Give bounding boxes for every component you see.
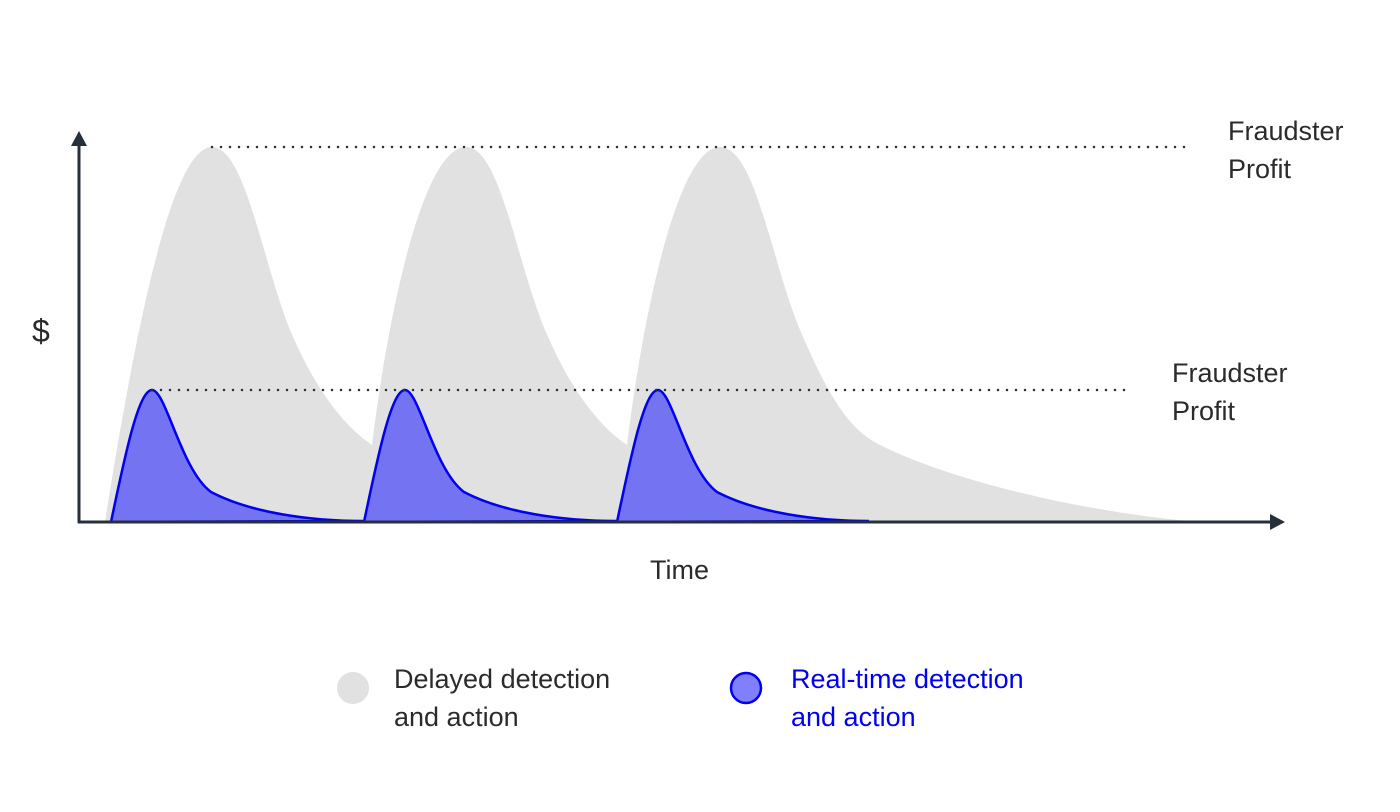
realtime-detection-pulse-3 [615,388,870,524]
legend-delayed-line1: Delayed detection [394,664,611,694]
realtime-detection-pulse-2 [362,388,617,524]
legend-realtime-line1: Real-time detection [791,664,1024,694]
upper-profit-label: Fraudster Profit [1228,116,1344,184]
y-axis-arrow-icon [71,131,87,146]
legend-realtime-line2: and action [791,702,916,732]
delayed-detection-area [105,147,1200,522]
x-axis-label: Time [650,555,709,585]
legend-realtime-label: Real-time detection and action [791,660,1024,736]
legend-delayed-label: Delayed detection and action [394,660,610,736]
x-axis-arrow-icon [1270,514,1285,530]
y-axis-label: $ [32,313,50,349]
legend-realtime-swatch [729,671,763,705]
legend-delayed-line2: and action [394,702,519,732]
lower-profit-label: Fraudster Profit [1172,358,1288,426]
realtime-detection-pulse-1 [109,388,364,524]
legend-delayed-swatch [337,672,369,704]
